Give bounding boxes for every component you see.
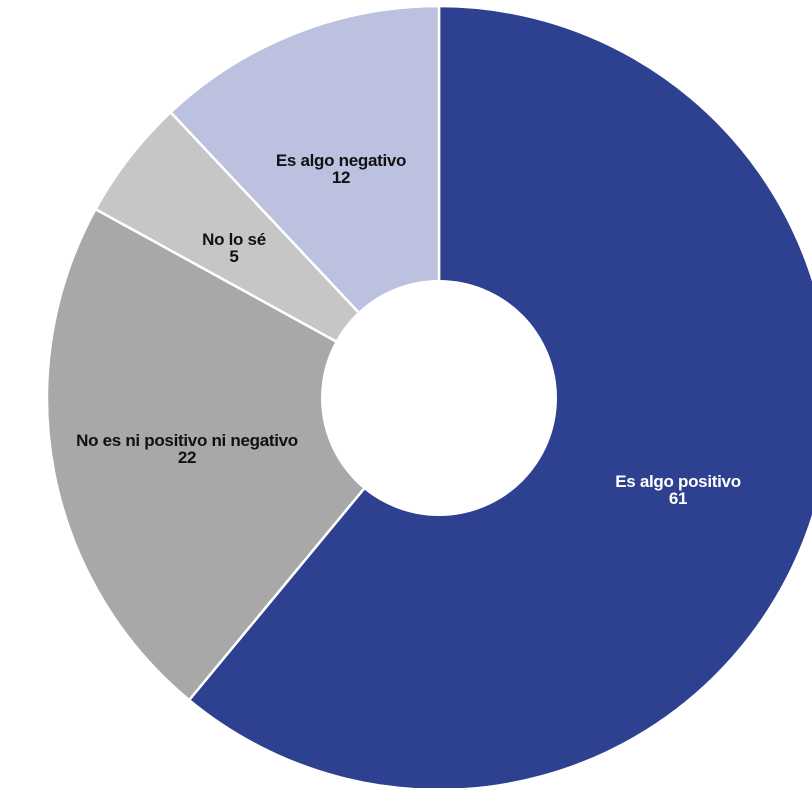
slice-value-no-es-ni-positivo-ni-negativo: 22: [178, 448, 196, 467]
slice-value-no-lo-se: 5: [229, 247, 238, 266]
slice-value-es-algo-positivo: 61: [669, 489, 687, 508]
slice-value-es-algo-negativo: 12: [332, 168, 350, 187]
donut-hole: [321, 280, 557, 516]
